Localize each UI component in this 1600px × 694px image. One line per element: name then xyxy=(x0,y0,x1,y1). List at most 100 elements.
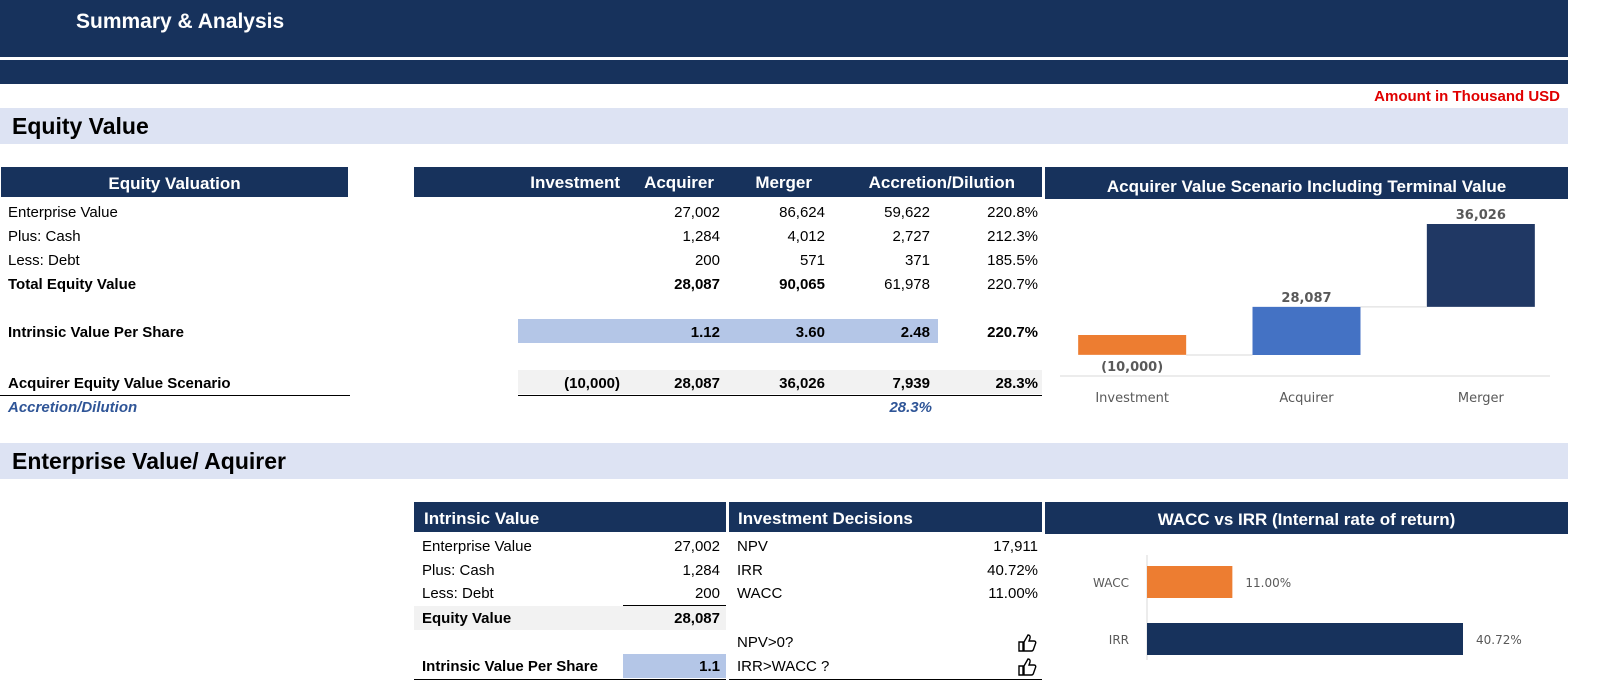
col-accretion-dilution: Accretion/Dilution xyxy=(868,173,1015,192)
intrinsic-pct: 220.7% xyxy=(987,324,1038,341)
scenario-acquirer: 28,087 xyxy=(674,375,720,392)
decision-label-wacc: WACC xyxy=(737,585,783,602)
decisions-bottom-line xyxy=(729,679,1042,680)
iv-divider xyxy=(623,605,726,606)
sub-banner xyxy=(0,60,1568,84)
waterfall-chart: (10,000) Investment 28,087 Acquirer 36,026 Me… xyxy=(1060,208,1550,406)
row-pct: 220.8% xyxy=(987,204,1038,221)
data-label: 40.72% xyxy=(1476,633,1522,647)
investment-decisions-header-label: Investment Decisions xyxy=(738,509,913,528)
accretion-dilution-value: 28.3% xyxy=(889,399,932,416)
intrinsic-merger: 3.60 xyxy=(795,324,825,341)
equity-value-value: 28,087 xyxy=(674,610,720,627)
decision-value-wacc: 11.00% xyxy=(988,585,1038,602)
waterfall-chart-title: Acquirer Value Scenario Including Termin… xyxy=(1106,177,1507,196)
row-merger: 86,624 xyxy=(779,204,825,221)
row-acquirer: 200 xyxy=(694,252,720,269)
row-merger: 571 xyxy=(799,252,825,269)
row-accretion: 371 xyxy=(904,252,930,269)
enterprise-section-band xyxy=(0,443,1568,479)
check-npv-label: NPV>0? xyxy=(737,634,794,651)
col-investment: Investment xyxy=(530,173,620,192)
row-acquirer: 28,087 xyxy=(674,276,720,293)
data-label: 11.00% xyxy=(1245,576,1291,590)
category-label: Acquirer xyxy=(1279,391,1334,406)
scenario-underline-left xyxy=(0,395,350,396)
data-label: (10,000) xyxy=(1101,360,1163,375)
enterprise-section-title: Enterprise Value/ Aquirer xyxy=(12,448,286,474)
title-banner xyxy=(0,0,1568,57)
row-label: Plus: Cash xyxy=(8,228,81,245)
columns-header xyxy=(414,167,1042,197)
row-accretion: 2,727 xyxy=(892,228,930,245)
decision-label-npv: NPV xyxy=(737,538,768,555)
wacc-irr-chart-title: WACC vs IRR (Internal rate of return) xyxy=(1157,510,1456,529)
bar-merger xyxy=(1426,224,1535,307)
scenario-accretion: 7,939 xyxy=(892,375,930,392)
row-accretion: 61,978 xyxy=(884,276,930,293)
accretion-dilution-label: Accretion/Dilution xyxy=(8,399,138,416)
category-label: IRR xyxy=(1109,633,1129,647)
scenario-investment: (10,000) xyxy=(564,375,620,392)
thumbs-up-icon xyxy=(1016,657,1038,677)
intrinsic-acquirer: 1.12 xyxy=(690,324,720,341)
row-acquirer: 27,002 xyxy=(674,204,720,221)
scenario-underline-right xyxy=(518,395,1042,396)
equity-section-title: Equity Value xyxy=(12,113,149,139)
intrinsic-label: Intrinsic Value Per Share xyxy=(8,324,184,341)
row-label: Enterprise Value xyxy=(8,204,118,221)
bar-investment xyxy=(1078,335,1187,355)
data-label: 36,026 xyxy=(1456,208,1506,223)
iv-row-label: Less: Debt xyxy=(422,585,494,602)
iv-row-value: 200 xyxy=(694,585,720,602)
category-label: Investment xyxy=(1095,391,1169,406)
per-share-label: Intrinsic Value Per Share xyxy=(422,658,598,675)
iv-row-value: 27,002 xyxy=(674,538,720,555)
per-share-highlight xyxy=(623,654,726,678)
intrinsic-value-header xyxy=(414,502,726,532)
thumbs-up-icon xyxy=(1016,633,1038,653)
equity-section-band xyxy=(0,108,1568,144)
per-share-value: 1.1 xyxy=(699,658,720,675)
decision-value-irr: 40.72% xyxy=(987,562,1038,579)
col-acquirer: Acquirer xyxy=(644,173,714,192)
decision-value-npv: 17,911 xyxy=(993,538,1038,555)
row-pct: 220.7% xyxy=(987,276,1038,293)
iv-row-value: 1,284 xyxy=(682,562,720,579)
row-pct: 212.3% xyxy=(987,228,1038,245)
iv-bottom-line xyxy=(414,679,726,680)
row-acquirer: 1,284 xyxy=(682,228,720,245)
row-pct: 185.5% xyxy=(987,252,1038,269)
category-label: Merger xyxy=(1458,391,1505,406)
scenario-merger: 36,026 xyxy=(779,375,825,392)
row-label: Total Equity Value xyxy=(8,276,137,293)
iv-row-label: Enterprise Value xyxy=(422,538,532,555)
equity-valuation-header-label: Equity Valuation xyxy=(108,174,241,193)
check-irr-label: IRR>WACC ? xyxy=(737,658,830,675)
bar-irr xyxy=(1147,623,1463,655)
scenario-label: Acquirer Equity Value Scenario xyxy=(8,375,231,392)
bar-wacc xyxy=(1147,566,1233,598)
row-label: Less: Debt xyxy=(8,252,80,269)
scenario-pct: 28.3% xyxy=(995,375,1038,392)
col-merger: Merger xyxy=(755,173,812,192)
equity-value-highlight xyxy=(414,606,726,630)
bar-acquirer xyxy=(1252,306,1361,355)
intrinsic-value-header-label: Intrinsic Value xyxy=(424,509,540,528)
scenario-highlight xyxy=(518,370,1042,394)
intrinsic-highlight xyxy=(518,319,938,343)
wacc-irr-chart: WACC 11.00% IRR 40.72% xyxy=(1093,555,1522,660)
intrinsic-accretion: 2.48 xyxy=(900,324,930,341)
page-title: Summary & Analysis xyxy=(76,10,285,33)
data-label: 28,087 xyxy=(1281,291,1331,306)
equity-value-label: Equity Value xyxy=(422,610,512,627)
waterfall-chart-header xyxy=(1045,167,1568,199)
category-label: WACC xyxy=(1093,576,1129,590)
row-merger: 90,065 xyxy=(779,276,825,293)
iv-row-label: Plus: Cash xyxy=(422,562,495,579)
decision-label-irr: IRR xyxy=(737,562,763,579)
investment-decisions-header xyxy=(729,502,1042,532)
row-merger: 4,012 xyxy=(787,228,825,245)
amount-note: Amount in Thousand USD xyxy=(1374,88,1560,105)
equity-valuation-header xyxy=(1,167,348,197)
